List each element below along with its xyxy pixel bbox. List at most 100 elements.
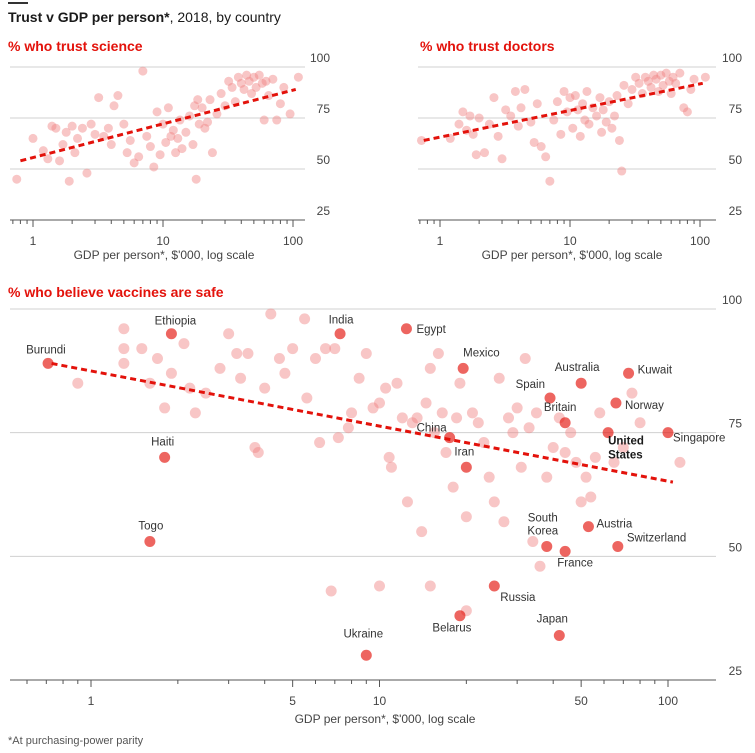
country-point-ukraine [360, 649, 372, 661]
data-point [12, 174, 22, 184]
data-point [675, 68, 685, 78]
data-point [254, 70, 264, 80]
country-point-south-korea [541, 540, 553, 552]
data-point [329, 343, 341, 355]
data-point [314, 437, 326, 449]
data-point [559, 86, 569, 96]
data-point [242, 348, 254, 360]
data-point [565, 93, 575, 103]
data-point [257, 78, 267, 88]
data-point [194, 119, 204, 129]
data-point [471, 150, 481, 160]
data-point [447, 481, 459, 493]
data-point [608, 456, 620, 468]
data-point [646, 82, 656, 92]
data-point [454, 119, 464, 129]
data-point [320, 343, 332, 355]
data-point [118, 323, 130, 335]
country-point-china [444, 432, 456, 444]
data-point [472, 417, 484, 429]
data-point [627, 84, 637, 94]
country-point-iran [460, 461, 472, 473]
country-label: Togo [138, 520, 163, 532]
data-point [58, 140, 68, 150]
data-point [122, 148, 132, 158]
country-label: Belarus [432, 623, 471, 635]
data-point [28, 133, 38, 143]
data-point [346, 407, 358, 419]
data-point [193, 95, 203, 105]
country-label: Ukraine [343, 628, 383, 640]
data-point [483, 471, 495, 483]
data-point [529, 137, 539, 147]
data-point [151, 352, 163, 364]
data-point [401, 496, 413, 508]
country-label: Switzerland [627, 532, 686, 544]
data-point [158, 119, 168, 129]
y-tick-label: 25 [317, 204, 331, 218]
data-point [168, 125, 178, 135]
data-point [580, 115, 590, 125]
country-label: Mexico [463, 347, 499, 359]
data-point [623, 99, 633, 109]
country-point-belarus [454, 610, 466, 622]
data-point [396, 412, 408, 424]
trend-line [20, 87, 297, 163]
y-tick-label: 75 [729, 417, 743, 431]
data-point [530, 407, 542, 419]
country-label: Burundi [26, 344, 66, 356]
country-point-kuwait [623, 367, 635, 379]
data-point [658, 80, 668, 90]
data-point [90, 129, 100, 139]
data-point [634, 78, 644, 88]
x-tick-label: 50 [574, 694, 588, 708]
data-point [145, 142, 155, 152]
data-point [643, 76, 653, 86]
data-point [562, 107, 572, 117]
data-point [651, 74, 661, 84]
data-point [64, 176, 74, 186]
data-point [493, 372, 505, 384]
data-point [325, 585, 337, 597]
country-point-united-states [602, 427, 614, 439]
country-point-egypt [400, 323, 412, 335]
title-rule [8, 2, 28, 4]
data-point [573, 105, 583, 115]
data-point [152, 107, 162, 117]
data-point [118, 357, 130, 369]
data-point [118, 343, 130, 355]
data-point [516, 103, 526, 113]
data-point [189, 407, 201, 419]
data-point [689, 74, 699, 84]
data-point [682, 107, 692, 117]
x-tick-label: 5 [289, 694, 296, 708]
data-point [251, 82, 261, 92]
x-tick-label: 1 [88, 694, 95, 708]
data-point [279, 367, 291, 379]
x-tick-label: 100 [283, 234, 303, 248]
data-point [249, 442, 261, 454]
data-point [513, 121, 523, 131]
data-point [301, 392, 313, 404]
country-label: Kuwait [638, 364, 673, 376]
science-panel: 25 50 75 100 1 10 100 GDP per person*, $'000, l… [10, 51, 330, 262]
data-point [523, 422, 535, 434]
data-point [466, 407, 478, 419]
data-point [385, 461, 397, 473]
data-point [227, 82, 237, 92]
data-point [532, 99, 542, 109]
data-point [640, 72, 650, 82]
data-point [119, 119, 129, 129]
data-point [293, 72, 303, 82]
country-point-mexico [457, 362, 469, 374]
data-point [661, 68, 671, 78]
country-label: United States [608, 436, 644, 462]
data-point [458, 107, 468, 117]
data-point [142, 131, 152, 141]
data-point [231, 348, 243, 360]
data-point [536, 142, 546, 152]
y-tick-label: 100 [722, 51, 742, 65]
x-tick-label: 1 [437, 234, 444, 248]
panel-title-doctors: % who trust doctors [420, 38, 555, 54]
